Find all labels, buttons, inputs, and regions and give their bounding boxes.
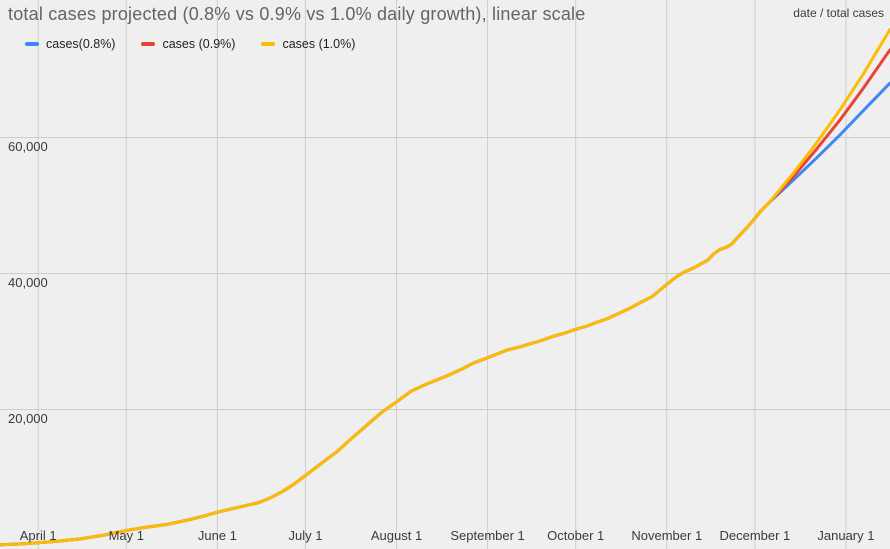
series-line-1: [0, 48, 890, 547]
legend-item-0: cases(0.8%): [25, 37, 115, 51]
legend-swatch-icon: [261, 42, 276, 46]
series-line-2: [0, 27, 890, 547]
x-axis-tick-label: October 1: [547, 528, 605, 543]
legend: cases(0.8%) cases (0.9%) cases (1.0%): [25, 37, 355, 51]
legend-item-1: cases (0.9%): [141, 37, 235, 51]
x-axis-tick-label: April 1: [19, 528, 57, 543]
x-axis-tick-label: November 1: [631, 528, 703, 543]
x-axis-tick-label: May 1: [108, 528, 144, 543]
legend-swatch-icon: [141, 42, 156, 46]
x-axis-tick-label: August 1: [370, 528, 423, 543]
chart-title: total cases projected (0.8% vs 0.9% vs 1…: [8, 4, 586, 24]
legend-swatch-icon: [25, 42, 39, 46]
y-axis-tick-label: 60,000: [8, 139, 48, 155]
y-axis-tick-label: 20,000: [8, 411, 48, 427]
x-axis-tick-label: January 1: [817, 528, 875, 543]
x-axis-tick-label: July 1: [288, 528, 323, 543]
legend-item-2: cases (1.0%): [261, 37, 355, 51]
x-axis-tick-label: September 1: [450, 528, 525, 543]
legend-item-label: cases (0.9%): [162, 37, 236, 51]
x-axis-tick-label: June 1: [197, 528, 237, 543]
x-axis-tick-label: December 1: [719, 528, 791, 543]
series-line-0: [0, 81, 890, 547]
axis-corner-label: date / total cases: [793, 6, 884, 20]
y-axis-tick-label: 40,000: [8, 275, 48, 291]
legend-item-label: cases (1.0%): [282, 37, 356, 51]
legend-item-label: cases(0.8%): [46, 37, 116, 51]
